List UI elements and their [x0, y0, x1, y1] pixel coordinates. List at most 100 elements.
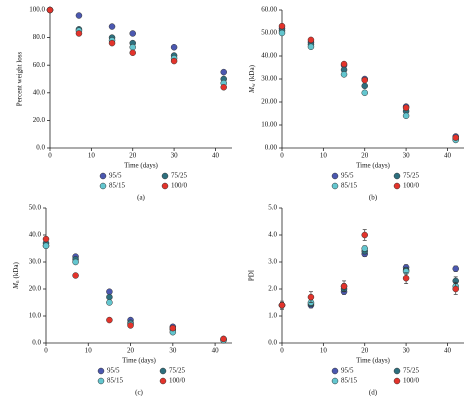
data-point — [75, 12, 83, 19]
x-tick-label: 0 — [48, 152, 52, 160]
y-axis-label: Percent weight loss — [16, 52, 24, 107]
legend-marker — [99, 182, 107, 190]
x-axis-label: Time (days) — [124, 162, 158, 170]
data-point — [361, 82, 368, 90]
data-point — [220, 84, 227, 91]
y-axis-label: PDI — [248, 269, 256, 281]
y-tick-label: 40.0 — [29, 231, 42, 239]
x-tick-label: 0 — [280, 347, 284, 355]
data-point — [220, 335, 227, 343]
x-tick-label: 20 — [129, 152, 137, 160]
legend-label: 100/0 — [171, 182, 187, 190]
data-point — [169, 324, 177, 332]
y-tick-label: 10.00 — [261, 121, 277, 129]
legend-marker — [99, 172, 107, 180]
data-point — [402, 274, 410, 282]
x-tick-label: 10 — [85, 347, 93, 355]
data-point — [72, 272, 79, 279]
data-point — [361, 231, 368, 239]
y-axis-label: Mw (kDa) — [248, 64, 258, 93]
x-tick-label: 30 — [171, 152, 179, 160]
y-tick-label: 2.0 — [268, 285, 277, 293]
data-point — [452, 285, 459, 293]
data-point — [170, 57, 178, 65]
y-tick-label: 0.0 — [268, 339, 277, 347]
y-tick-label: 1.0 — [268, 312, 277, 320]
data-point — [340, 283, 348, 290]
y-tick-label: 30.0 — [29, 258, 42, 266]
data-point — [129, 49, 136, 57]
y-label-symbol: M — [12, 282, 20, 290]
legend-marker — [393, 172, 401, 180]
legend-label: 75/25 — [403, 367, 419, 375]
x-tick-label: 40 — [444, 152, 452, 160]
legend-marker — [331, 182, 339, 190]
y-label-subscript: w — [252, 83, 257, 87]
legend-marker — [393, 182, 401, 190]
y-tick-label: 60.00 — [261, 6, 277, 14]
data-point — [106, 293, 113, 301]
y-axis-label: Mn (kDa) — [12, 261, 22, 289]
data-point — [402, 104, 410, 111]
legend-marker — [159, 367, 167, 375]
data-point — [75, 30, 83, 37]
y-tick-label: 50.00 — [261, 29, 277, 37]
x-tick-label: 40 — [212, 152, 220, 160]
data-point — [129, 30, 136, 37]
y-tick-label: 10.0 — [29, 312, 42, 320]
data-point — [278, 301, 286, 309]
legend-label: 85/15 — [341, 182, 357, 190]
data-point — [127, 322, 134, 329]
legend-marker — [159, 377, 167, 385]
y-tick-label: 20.0 — [33, 116, 46, 124]
data-point — [278, 29, 286, 37]
legend-marker — [161, 172, 169, 180]
legend-label: 100/0 — [169, 377, 185, 385]
legend-label: 75/25 — [403, 172, 419, 180]
y-tick-label: 20.0 — [29, 285, 42, 293]
x-axis-label: Time (days) — [356, 162, 390, 170]
y-tick-label: 5.0 — [268, 204, 277, 212]
legend-marker — [393, 377, 401, 385]
legend-label: 100/0 — [403, 377, 419, 385]
data-point — [340, 60, 348, 68]
legend-label: 95/5 — [341, 367, 354, 375]
y-tick-label: 100.0 — [29, 6, 45, 14]
legend-marker — [97, 367, 105, 375]
data-point — [452, 134, 459, 141]
panel-caption: (c) — [135, 389, 143, 397]
y-tick-label: 40.0 — [33, 88, 46, 96]
data-point — [361, 89, 368, 97]
y-tick-label: 0.0 — [32, 339, 41, 347]
data-point — [307, 43, 315, 51]
legend-label: 85/15 — [107, 377, 123, 385]
y-label-unit: (kDa) — [12, 261, 20, 278]
data-point — [361, 76, 368, 84]
y-label-symbol: M — [248, 86, 256, 94]
x-tick-label: 10 — [320, 347, 328, 355]
data-point — [106, 288, 113, 295]
legend-marker — [161, 182, 169, 190]
legend-label: 85/15 — [341, 377, 357, 385]
y-label-unit: (kDa) — [248, 64, 256, 81]
data-point — [108, 23, 116, 30]
legend-marker — [331, 172, 339, 180]
panel-caption: (d) — [369, 389, 378, 397]
data-point — [106, 316, 113, 324]
data-point — [278, 22, 286, 30]
x-tick-label: 10 — [88, 152, 96, 160]
y-tick-label: 3.0 — [268, 258, 277, 266]
data-point — [452, 265, 459, 272]
x-tick-label: 20 — [361, 152, 369, 160]
panel-caption: (a) — [137, 194, 145, 202]
x-tick-label: 0 — [280, 152, 284, 160]
y-tick-label: 0.00 — [265, 144, 278, 152]
legend-marker — [393, 367, 401, 375]
y-tick-label: 50.0 — [29, 204, 42, 212]
data-point — [108, 39, 116, 47]
x-tick-label: 30 — [169, 347, 177, 355]
x-tick-label: 40 — [212, 347, 220, 355]
x-tick-label: 20 — [361, 347, 369, 355]
data-point — [307, 293, 315, 301]
